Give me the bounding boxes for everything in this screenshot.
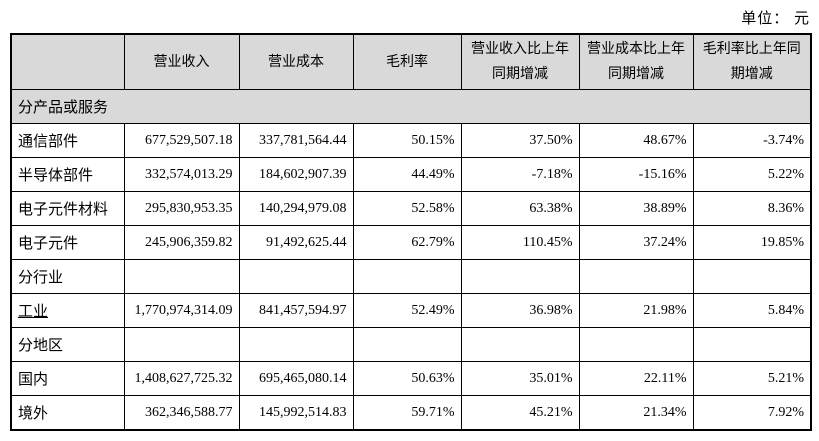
cell-revenue: 245,906,359.82 (123, 225, 240, 261)
row-label: 半导体部件 (10, 157, 125, 193)
cell-revenue-yoy: 36.98% (460, 293, 580, 329)
cell-revenue-yoy (460, 259, 580, 295)
cell-revenue: 1,770,974,314.09 (123, 293, 240, 329)
section-label: 分产品或服务 (10, 89, 812, 125)
cell-margin-yoy: 19.85% (692, 225, 812, 261)
cell-cost: 184,602,907.39 (238, 157, 354, 193)
table-row-semiconductor-parts: 半导体部件 332,574,013.29 184,602,907.39 44.4… (10, 157, 812, 193)
row-label: 电子元件 (10, 225, 125, 261)
section-row-by-industry: 分行业 (10, 259, 812, 295)
cell-cost (238, 259, 354, 295)
cell-margin-yoy (692, 327, 812, 363)
table-row-electronic-component-materials: 电子元件材料 295,830,953.35 140,294,979.08 52.… (10, 191, 812, 227)
cell-revenue-yoy: 35.01% (460, 361, 580, 397)
cell-cost: 337,781,564.44 (238, 123, 354, 159)
section-row-by-region: 分地区 (10, 327, 812, 363)
cell-cost-yoy: 48.67% (578, 123, 694, 159)
cell-revenue: 332,574,013.29 (123, 157, 240, 193)
section-label: 分行业 (10, 259, 125, 295)
cell-revenue-yoy: 110.45% (460, 225, 580, 261)
cell-cost: 140,294,979.08 (238, 191, 354, 227)
row-label: 通信部件 (10, 123, 125, 159)
column-header-margin-yoy: 毛利率比上年同 期增减 (692, 33, 812, 91)
cell-cost (238, 327, 354, 363)
column-header-empty (10, 33, 125, 91)
table-row-domestic: 国内 1,408,627,725.32 695,465,080.14 50.63… (10, 361, 812, 397)
cell-cost-yoy: 38.89% (578, 191, 694, 227)
cell-margin-yoy: 8.36% (692, 191, 812, 227)
cell-revenue (123, 327, 240, 363)
cell-revenue: 362,346,588.77 (123, 395, 240, 431)
cell-revenue: 295,830,953.35 (123, 191, 240, 227)
cell-revenue-yoy: 37.50% (460, 123, 580, 159)
cell-margin-yoy: 5.21% (692, 361, 812, 397)
cell-revenue-yoy: 63.38% (460, 191, 580, 227)
cell-cost-yoy (578, 327, 694, 363)
column-header-cost-yoy: 营业成本比上年 同期增减 (578, 33, 694, 91)
cell-gross-margin (352, 259, 462, 295)
cell-revenue-yoy: -7.18% (460, 157, 580, 193)
financial-breakdown-table: 营业收入 营业成本 毛利率 营业收入比上年 同期增减 营业成本比上年 同期增减 … (10, 33, 812, 431)
header-row: 营业收入 营业成本 毛利率 营业收入比上年 同期增减 营业成本比上年 同期增减 … (10, 33, 812, 91)
cell-margin-yoy: 5.84% (692, 293, 812, 329)
row-label: 工业 (10, 293, 125, 329)
cell-margin-yoy: -3.74% (692, 123, 812, 159)
cell-gross-margin: 50.15% (352, 123, 462, 159)
cell-revenue: 677,529,507.18 (123, 123, 240, 159)
cell-cost-yoy: 37.24% (578, 225, 694, 261)
cell-gross-margin (352, 327, 462, 363)
column-header-revenue-yoy: 营业收入比上年 同期增减 (460, 33, 580, 91)
cell-gross-margin: 59.71% (352, 395, 462, 431)
cell-revenue-yoy (460, 327, 580, 363)
table-row-electronic-components: 电子元件 245,906,359.82 91,492,625.44 62.79%… (10, 225, 812, 261)
cell-cost: 145,992,514.83 (238, 395, 354, 431)
cell-margin-yoy: 5.22% (692, 157, 812, 193)
section-row-by-product: 分产品或服务 (10, 89, 812, 125)
cell-gross-margin: 44.49% (352, 157, 462, 193)
cell-cost-yoy: 21.98% (578, 293, 694, 329)
cell-revenue-yoy: 45.21% (460, 395, 580, 431)
column-header-revenue: 营业收入 (123, 33, 240, 91)
unit-label: 单位： 元 (741, 11, 810, 27)
row-label: 电子元件材料 (10, 191, 125, 227)
table-row-communication-parts: 通信部件 677,529,507.18 337,781,564.44 50.15… (10, 123, 812, 159)
row-label: 国内 (10, 361, 125, 397)
cell-cost-yoy (578, 259, 694, 295)
table-row-industrial: 工业 1,770,974,314.09 841,457,594.97 52.49… (10, 293, 812, 329)
cell-revenue: 1,408,627,725.32 (123, 361, 240, 397)
cell-gross-margin: 50.63% (352, 361, 462, 397)
cell-gross-margin: 52.58% (352, 191, 462, 227)
column-header-gross-margin: 毛利率 (352, 33, 462, 91)
cell-margin-yoy (692, 259, 812, 295)
cell-margin-yoy: 7.92% (692, 395, 812, 431)
cell-revenue (123, 259, 240, 295)
cell-gross-margin: 62.79% (352, 225, 462, 261)
row-label: 境外 (10, 395, 125, 431)
cell-cost-yoy: 22.11% (578, 361, 694, 397)
section-label: 分地区 (10, 327, 125, 363)
cell-cost-yoy: -15.16% (578, 157, 694, 193)
table-row-overseas: 境外 362,346,588.77 145,992,514.83 59.71% … (10, 395, 812, 431)
cell-cost: 695,465,080.14 (238, 361, 354, 397)
cell-cost: 841,457,594.97 (238, 293, 354, 329)
column-header-cost: 营业成本 (238, 33, 354, 91)
cell-gross-margin: 52.49% (352, 293, 462, 329)
cell-cost-yoy: 21.34% (578, 395, 694, 431)
cell-cost: 91,492,625.44 (238, 225, 354, 261)
